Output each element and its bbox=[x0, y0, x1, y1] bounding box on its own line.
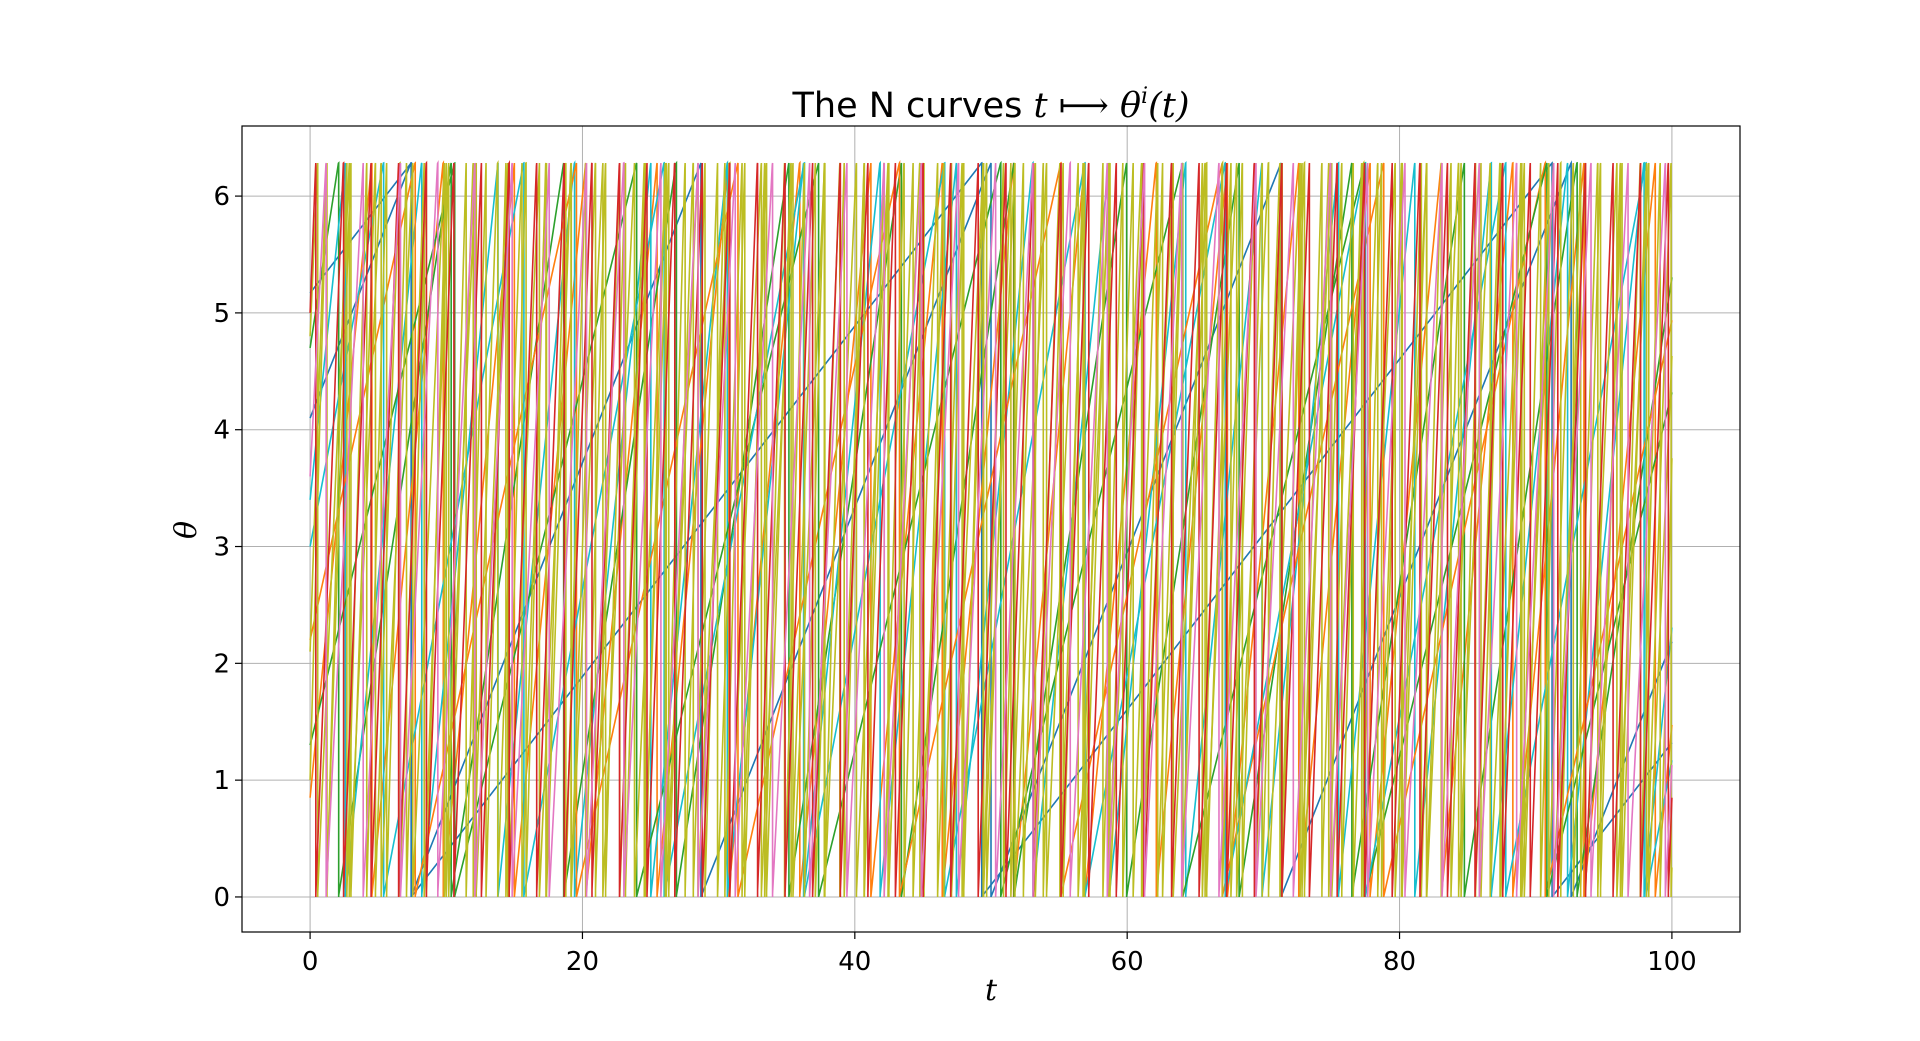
y-tick-label: 5 bbox=[213, 299, 230, 329]
y-axis-label: θ bbox=[169, 521, 204, 539]
y-tick-label: 6 bbox=[213, 182, 230, 212]
x-tick-label: 100 bbox=[1647, 947, 1697, 977]
x-tick-label: 0 bbox=[302, 947, 319, 977]
chart-title-math: t ⟼ θ bbox=[1033, 86, 1141, 126]
y-tick-label: 3 bbox=[213, 533, 230, 563]
chart-title-tail: (t) bbox=[1148, 86, 1189, 126]
x-tick-label: 80 bbox=[1383, 947, 1416, 977]
chart-title: The N curves t ⟼ θi(t) bbox=[792, 84, 1190, 126]
plot-frame bbox=[241, 125, 1741, 933]
series-group bbox=[309, 160, 1673, 898]
y-tick-label: 0 bbox=[213, 883, 230, 913]
axis-ticks: 0 20 40 60 80 100 0 1 2 3 4 5 6 bbox=[213, 182, 1696, 977]
y-tick-label: 4 bbox=[213, 416, 230, 446]
series-line-12 bbox=[309, 160, 1673, 897]
chart-title-sup: i bbox=[1141, 84, 1148, 109]
y-tick-label: 2 bbox=[213, 649, 230, 679]
y-tick-label: 1 bbox=[213, 766, 230, 796]
chart-title-main: The N curves bbox=[792, 86, 1034, 126]
x-tick-label: 40 bbox=[838, 947, 871, 977]
x-tick-label: 60 bbox=[1111, 947, 1144, 977]
x-tick-label: 20 bbox=[566, 947, 599, 977]
series-line-13 bbox=[309, 160, 1673, 898]
x-axis-label: t bbox=[985, 973, 998, 1008]
